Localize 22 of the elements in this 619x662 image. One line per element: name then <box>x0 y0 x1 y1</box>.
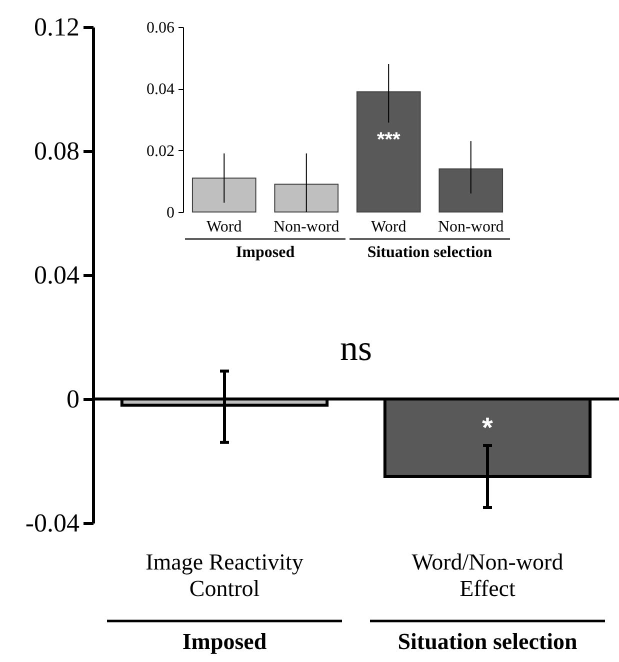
x-tick-label: Non-word <box>438 218 504 236</box>
annotation: Imposed <box>236 244 295 261</box>
text: Situation selection <box>398 629 578 654</box>
y-tick-label: 0 <box>166 204 174 222</box>
y-tick-label: 0.12 <box>34 12 80 42</box>
data-label: *** <box>376 128 401 151</box>
y-tick-label: 0.04 <box>146 81 174 98</box>
x-tick-label: Word <box>371 218 406 236</box>
y-tick-label: 0.06 <box>146 20 174 36</box>
y-tick-label: 0.08 <box>34 136 80 166</box>
x-tick-label: Image Reactivity Control <box>146 550 304 601</box>
data-label: * <box>482 412 494 443</box>
annotation: Situation selection <box>367 244 492 261</box>
x-tick-label: Word <box>206 218 242 236</box>
x-tick-label: Word/Non-word Effect <box>412 550 564 601</box>
y-tick-label: 0.02 <box>146 142 174 160</box>
y-tick-label: -0.04 <box>25 508 80 538</box>
text: Imposed <box>182 629 267 654</box>
y-tick-label: 0.04 <box>34 260 80 290</box>
x-tick-label: Non-word <box>273 218 340 236</box>
annotation: ns <box>340 328 372 368</box>
y-tick-label: 0 <box>66 384 80 414</box>
